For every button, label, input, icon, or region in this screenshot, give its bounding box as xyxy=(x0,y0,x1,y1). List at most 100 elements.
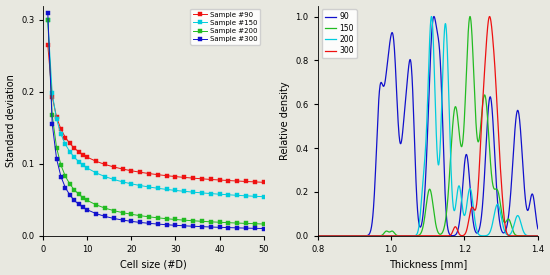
Sample #200 xyxy=(49,114,56,117)
Sample #90 xyxy=(84,156,91,159)
Sample #300 xyxy=(119,218,126,222)
Sample #90 xyxy=(172,175,179,178)
Sample #300 xyxy=(58,175,64,178)
Sample #300 xyxy=(181,224,188,227)
Sample #150 xyxy=(243,194,249,197)
Sample #200 xyxy=(181,219,188,222)
200 xyxy=(411,234,418,237)
Sample #150 xyxy=(225,193,232,196)
Sample #150 xyxy=(260,195,267,198)
Sample #90 xyxy=(128,169,135,172)
Sample #300 xyxy=(190,225,196,228)
Sample #300 xyxy=(155,222,161,226)
Sample #150 xyxy=(93,171,100,175)
Sample #150 xyxy=(58,133,64,136)
300 xyxy=(404,234,410,238)
Sample #90 xyxy=(80,153,86,156)
Sample #150 xyxy=(45,18,51,22)
90 xyxy=(431,15,437,18)
Sample #90 xyxy=(181,176,188,179)
Sample #200 xyxy=(62,175,69,178)
Line: Sample #300: Sample #300 xyxy=(46,11,265,230)
Sample #200 xyxy=(84,199,91,202)
200 xyxy=(486,231,493,234)
X-axis label: Cell size (#D): Cell size (#D) xyxy=(120,259,187,270)
300 xyxy=(486,15,493,18)
Sample #90 xyxy=(163,174,170,177)
Sample #200 xyxy=(243,222,249,225)
300 xyxy=(411,234,418,238)
Sample #90 xyxy=(45,43,51,47)
300 xyxy=(315,234,321,238)
Sample #150 xyxy=(172,189,179,192)
Sample #300 xyxy=(62,186,69,189)
Sample #200 xyxy=(207,220,214,224)
Sample #90 xyxy=(67,142,73,145)
Sample #300 xyxy=(207,225,214,229)
Sample #200 xyxy=(119,211,126,214)
150 xyxy=(466,21,472,24)
Sample #90 xyxy=(260,181,267,184)
Sample #300 xyxy=(80,206,86,209)
Sample #90 xyxy=(251,180,258,183)
Sample #300 xyxy=(163,223,170,226)
Sample #300 xyxy=(67,193,73,197)
Sample #200 xyxy=(93,203,100,207)
Sample #90 xyxy=(111,165,117,169)
150 xyxy=(535,234,541,238)
Sample #150 xyxy=(181,190,188,193)
Sample #150 xyxy=(111,178,117,181)
Sample #300 xyxy=(260,227,267,230)
Line: 300: 300 xyxy=(318,16,538,236)
Sample #200 xyxy=(128,213,135,216)
Sample #150 xyxy=(71,156,78,159)
300 xyxy=(535,234,541,238)
Sample #300 xyxy=(53,157,60,161)
200 xyxy=(466,188,472,192)
Sample #150 xyxy=(137,184,144,187)
Sample #200 xyxy=(199,220,205,223)
300 xyxy=(490,47,497,50)
Sample #200 xyxy=(190,219,196,222)
Sample #200 xyxy=(251,222,258,226)
Sample #90 xyxy=(155,173,161,176)
150 xyxy=(411,234,418,238)
Sample #300 xyxy=(93,212,100,215)
150 xyxy=(404,234,410,238)
Sample #200 xyxy=(225,221,232,224)
Sample #300 xyxy=(146,222,152,225)
Line: 150: 150 xyxy=(318,16,538,236)
Sample #150 xyxy=(53,118,60,121)
Sample #150 xyxy=(102,175,108,178)
90 xyxy=(490,131,497,134)
Sample #300 xyxy=(49,122,56,125)
300 xyxy=(486,15,493,18)
Line: 90: 90 xyxy=(318,16,538,236)
Y-axis label: Relative density: Relative density xyxy=(280,81,290,160)
150 xyxy=(486,148,493,152)
90 xyxy=(411,145,418,148)
Sample #90 xyxy=(93,160,100,163)
Sample #90 xyxy=(146,172,152,175)
Line: Sample #90: Sample #90 xyxy=(46,43,265,184)
Sample #300 xyxy=(137,221,144,224)
200 xyxy=(490,216,497,220)
Sample #90 xyxy=(199,177,205,180)
Sample #90 xyxy=(102,163,108,166)
Sample #300 xyxy=(234,226,240,230)
Sample #150 xyxy=(163,188,170,191)
Sample #150 xyxy=(128,182,135,186)
200 xyxy=(337,234,344,238)
Line: Sample #200: Sample #200 xyxy=(46,18,265,226)
Sample #90 xyxy=(49,95,56,98)
Sample #150 xyxy=(75,160,82,163)
Sample #300 xyxy=(243,227,249,230)
90 xyxy=(315,234,321,238)
90 xyxy=(486,96,493,100)
Sample #90 xyxy=(62,136,69,139)
Sample #150 xyxy=(234,194,240,197)
Sample #150 xyxy=(49,92,56,95)
Sample #90 xyxy=(119,167,126,171)
300 xyxy=(337,234,344,238)
Line: Sample #150: Sample #150 xyxy=(46,18,265,199)
